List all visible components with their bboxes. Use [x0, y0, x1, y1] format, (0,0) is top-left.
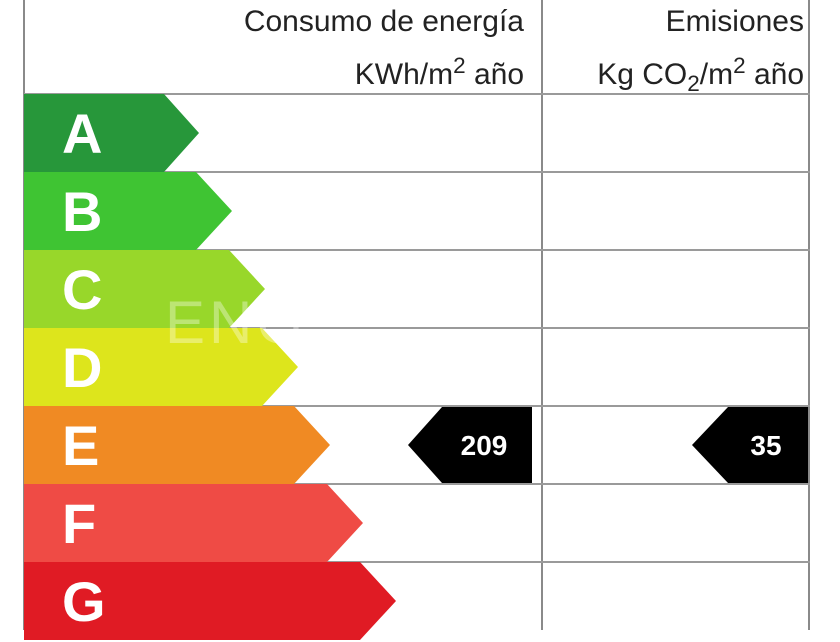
- consumo-indicator: 209: [408, 407, 532, 483]
- emisiones-header: Emisiones Kg CO2/m2 año: [597, 0, 804, 106]
- rating-letter-a: A: [62, 102, 104, 165]
- rating-letter-e: E: [62, 414, 101, 477]
- right-border: [808, 0, 810, 630]
- consumo-header-line1: Consumo de energía: [243, 5, 524, 38]
- consumo-value: 209: [460, 430, 508, 461]
- consumo-header: Consumo de energía KWh/m2 año: [244, 0, 524, 97]
- watermark: ENG: [165, 289, 308, 356]
- rating-letter-d: D: [62, 336, 104, 399]
- emisiones-header-line1: Emisiones: [665, 5, 804, 38]
- rating-letter-f: F: [62, 492, 98, 555]
- rating-letter-c: C: [62, 258, 104, 321]
- consumo-header-line2: KWh/m2 año: [354, 53, 524, 91]
- row-divider: [24, 327, 810, 329]
- emisiones-indicator: 35: [692, 407, 808, 483]
- emisiones-value: 35: [750, 430, 782, 461]
- row-divider: [24, 483, 810, 485]
- row-divider: [24, 171, 810, 173]
- rating-letter-g: G: [62, 570, 107, 633]
- emisiones-header-line2: Kg CO2/m2 año: [597, 53, 804, 96]
- row-divider: [24, 249, 810, 251]
- row-divider: [24, 561, 810, 563]
- column-divider: [541, 0, 543, 630]
- row-divider: [24, 93, 810, 95]
- row-divider: [24, 405, 810, 407]
- rating-letter-b: B: [62, 180, 104, 243]
